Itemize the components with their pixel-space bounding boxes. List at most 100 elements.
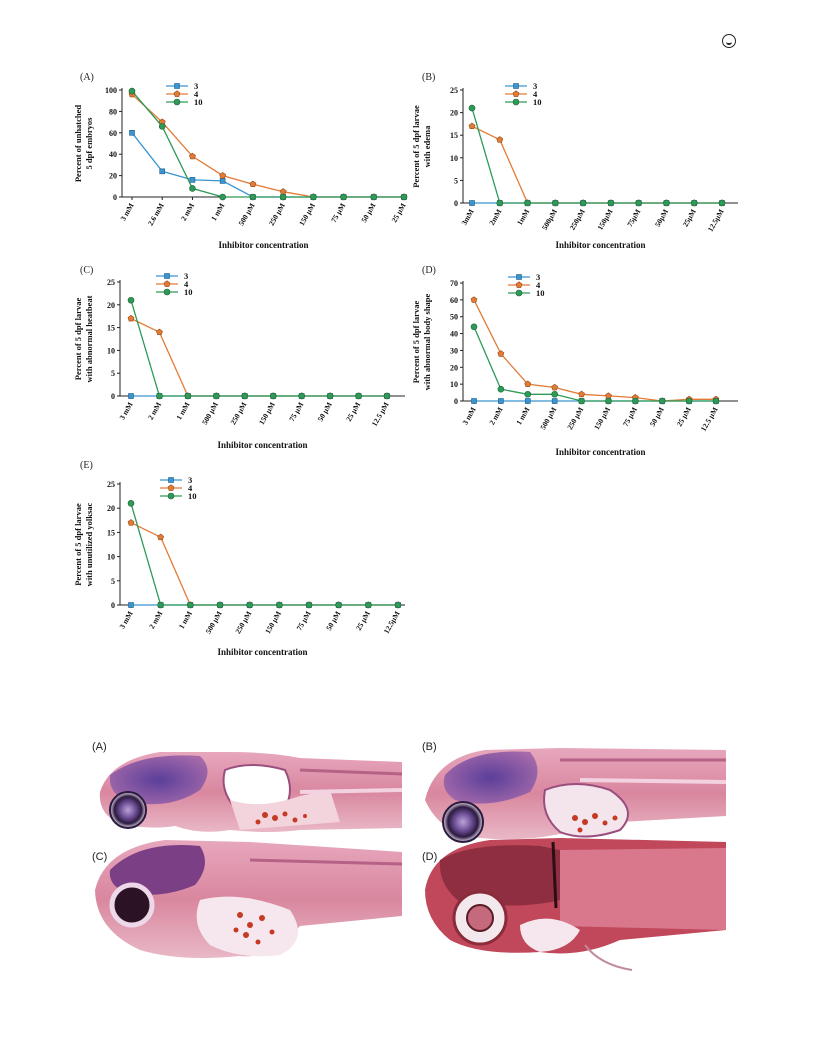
chart-1-legend-marker-4 xyxy=(512,90,520,97)
chart-1-x-tick-label: 1mM xyxy=(515,208,531,227)
chart-4-x-tick-label: 50 µM xyxy=(324,610,342,632)
chart-0-legend-marker-4 xyxy=(173,90,181,97)
chart-0-x-tick-label: 150 µM xyxy=(297,202,317,228)
chart-0-x-axis-title: Inhibitor concentration xyxy=(218,240,308,250)
chart-3-x-axis-title: Inhibitor concentration xyxy=(555,447,645,457)
chart-2-y-tick-label: 0 xyxy=(111,392,115,401)
chart-2-x-tick-label: 250 µM xyxy=(228,401,248,427)
chart-2-x-tick-label: 25 µM xyxy=(344,401,362,423)
chart-1-y-tick-label: 5 xyxy=(454,176,458,185)
chart-1-series-10-point xyxy=(663,199,670,207)
chart-4-y-axis-title: with unutilized yolksac xyxy=(84,502,94,586)
chart-0-y-tick-label: 40 xyxy=(109,150,117,159)
chart-4-series-4-point xyxy=(157,533,165,541)
chart-0-series-10-point xyxy=(219,193,226,201)
chart-0-x-tick-label: 3 mM xyxy=(118,202,135,223)
chart-1-series-10-point xyxy=(468,104,476,112)
chart-3-y-axis-title: Percent of 5 dpf larvae xyxy=(411,301,421,384)
chart-1-series-10-point xyxy=(552,199,559,207)
chart-3-panel-label: (D) xyxy=(422,265,436,276)
chart-3-series-4-point xyxy=(551,383,559,391)
chart-2-y-tick-label: 10 xyxy=(107,346,115,355)
chart-4-series-4-line xyxy=(130,522,398,606)
chart-1-x-tick-label: 250µM xyxy=(568,208,587,232)
chart-4-y-tick-label: 5 xyxy=(111,577,115,586)
chart-4-series-3-point xyxy=(128,602,134,608)
chart-4-series-10-point xyxy=(365,601,372,609)
chart-3-series-3-point xyxy=(498,398,504,404)
histology-label-b: (B) xyxy=(422,741,437,753)
chart-0-series-10-point xyxy=(340,193,347,201)
chart-4-x-axis-title: Inhibitor concentration xyxy=(217,647,307,657)
chart-4-x-tick-label: 250 µM xyxy=(233,610,253,636)
chart-3-series-3-point xyxy=(551,398,558,404)
chart-2-series-10-point xyxy=(355,392,362,400)
chart-2-legend-label-4: 4 xyxy=(184,279,189,289)
chart-3-series-10-point xyxy=(712,397,720,405)
chart-3-series-10-point xyxy=(605,397,612,405)
chart-3-y-tick-label: 70 xyxy=(450,279,458,288)
chart-0-y-tick-label: 20 xyxy=(109,172,117,181)
chart-3-y-tick-label: 30 xyxy=(450,346,458,355)
histology-panel-c xyxy=(95,840,403,958)
chart-3-legend-marker-10 xyxy=(515,289,523,297)
chart-2-series-10-point xyxy=(156,392,163,400)
chart-2-x-tick-label: 150 µM xyxy=(257,401,277,427)
chart-1-legend-marker-10 xyxy=(512,98,520,106)
chart-0-series-3-point xyxy=(129,130,135,136)
chart-2-y-tick-label: 25 xyxy=(107,278,115,287)
chart-0-series-3-point xyxy=(219,178,226,184)
chart-3-series-10-line xyxy=(473,326,716,402)
chart-3-x-tick-label: 50 µM xyxy=(648,406,666,428)
chart-0-series-10-point xyxy=(279,193,287,201)
chart-0-series-4-point xyxy=(219,172,227,179)
chart-2-x-tick-label: 2 mM xyxy=(146,401,163,422)
histology-label-a: (A) xyxy=(92,741,107,753)
chart-3-series-4-point xyxy=(605,392,612,399)
chart-3-x-tick-label: 250 µM xyxy=(565,406,585,432)
chart-3-x-tick-label: 12.5 µM xyxy=(699,406,720,433)
chart-2-series-4-point xyxy=(127,314,135,322)
chart-4-y-tick-label: 0 xyxy=(111,601,115,610)
chart-4-legend-label-4: 4 xyxy=(188,483,193,493)
chart-1-series-10-point xyxy=(524,199,531,207)
chart-0-panel-label: (A) xyxy=(80,72,94,83)
chart-4-series-10-point xyxy=(305,601,313,609)
chart-1-panel-label: (B) xyxy=(422,72,435,83)
chart-4-y-tick-label: 10 xyxy=(107,553,115,562)
chart-2-series-10-point xyxy=(241,392,249,400)
chart-0-x-tick-label: 50 µM xyxy=(359,202,377,224)
chart-3-series-10-point xyxy=(632,397,639,405)
chart-3-x-tick-label: 1 mM xyxy=(514,406,531,427)
chart-4-series-10-point xyxy=(276,601,283,609)
chart-4-y-tick-label: 15 xyxy=(107,528,115,537)
chart-4-y-axis-title: Percent of 5 dpf larvae xyxy=(73,503,83,586)
chart-1-y-tick-label: 0 xyxy=(454,199,458,208)
chart-1-series-10-point xyxy=(690,199,698,207)
chart-0-series-10-point xyxy=(158,123,166,130)
chart-3-y-tick-label: 20 xyxy=(450,363,458,372)
chart-3-y-tick-label: 50 xyxy=(450,313,458,322)
chart-4-series-10-point xyxy=(157,601,164,609)
chart-1-x-tick-label: 3mM xyxy=(459,208,475,227)
chart-2-y-tick-label: 5 xyxy=(111,369,115,378)
chart-1-legend-label-4: 4 xyxy=(533,89,538,99)
chart-0-series-4-point xyxy=(249,180,257,187)
chart-4-x-tick-label: 12.5µM xyxy=(382,610,402,636)
chart-3-series-10-point xyxy=(578,397,585,405)
chart-3-x-tick-label: 2 mM xyxy=(487,406,504,427)
chart-1-x-tick-label: 500µM xyxy=(540,208,559,232)
chart-2-legend-label-3: 3 xyxy=(184,271,188,281)
chart-2-series-10-point xyxy=(383,392,391,400)
chart-4-y-tick-label: 25 xyxy=(107,480,115,489)
chart-4-panel-label: (E) xyxy=(80,460,93,471)
chart-3-series-10-point xyxy=(497,385,505,393)
chart-1-series-10-point xyxy=(496,199,504,207)
chart-4-series-10-point xyxy=(394,601,402,609)
chart-4-legend-marker-10 xyxy=(167,492,175,500)
chart-0-x-tick-label: 250 µM xyxy=(267,202,287,228)
chart-3-series-4-point xyxy=(524,380,532,388)
chart-1-series-10-point xyxy=(607,199,615,207)
